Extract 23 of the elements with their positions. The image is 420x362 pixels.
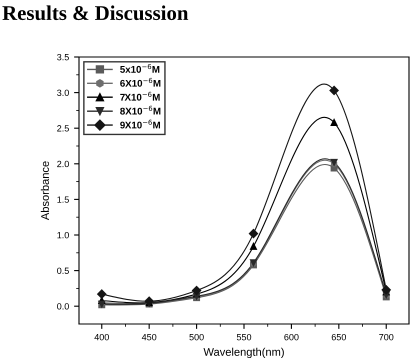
y-tick-label: 2.5 — [57, 125, 69, 132]
x-tick-label: 550 — [236, 334, 252, 340]
legend-label: 8X10$^{−6}$M — [120, 106, 160, 115]
y-tick-label: 0.0 — [57, 303, 69, 310]
legend-label: 5x10$^{−6}$M — [120, 64, 160, 73]
y-tick-label: 1.5 — [57, 196, 69, 203]
x-tick-label: 450 — [142, 334, 156, 340]
y-tick-label: 2.0 — [57, 160, 69, 168]
x-tick-label: 400 — [94, 334, 109, 340]
y-tick-label: 1.0 — [57, 232, 69, 238]
legend-label: 6X10$^{−6}$M — [120, 78, 160, 87]
y-tick-label: 3.0 — [57, 90, 69, 96]
x-tick-label: 700 — [379, 334, 394, 340]
x-axis-title: Wavelength(nm) — [204, 348, 284, 358]
x-tick-label: 650 — [332, 334, 346, 340]
y-tick-label: 0.5 — [57, 268, 69, 274]
chart-title: Results & Discussion — [2, 5, 188, 20]
y-tick-label: 3.5 — [57, 54, 69, 60]
x-tick-label: 500 — [189, 334, 204, 340]
legend-label: 9X10$^{−6}$M — [120, 120, 160, 129]
y-axis-title: Absorbance — [40, 161, 49, 220]
legend-label: 7X10$^{−6}$M — [120, 92, 160, 101]
x-tick-label: 600 — [284, 334, 299, 340]
